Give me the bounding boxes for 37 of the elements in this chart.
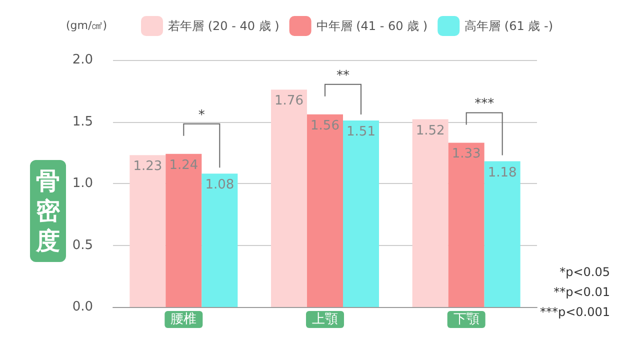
data-label: 1.18 — [488, 165, 517, 180]
data-label: 1.33 — [452, 146, 481, 162]
bar — [130, 155, 166, 307]
x-tick-label: 腰椎 — [170, 312, 197, 327]
y-axis-title: 骨密度 — [35, 167, 61, 255]
bar — [448, 142, 484, 307]
annotation: *** — [474, 96, 495, 112]
bar — [343, 120, 379, 307]
y-tick-label: 1.0 — [72, 176, 93, 191]
data-label: 1.76 — [274, 94, 304, 109]
x-tick-label: 上顎 — [312, 312, 338, 327]
legend-label: 若年層 (20 - 40 歳 ) — [168, 19, 280, 33]
text: ***p<0.001 — [540, 305, 610, 319]
text: *p<0.05 — [560, 265, 610, 279]
data-label: 1.24 — [169, 158, 198, 173]
legend-label: 中年層 (41 - 60 歳 ) — [316, 19, 428, 33]
annotation: * — [198, 108, 206, 123]
y-tick-label: 0.0 — [72, 300, 93, 314]
bar — [412, 119, 448, 307]
bar — [307, 114, 343, 307]
data-label: 1.56 — [310, 118, 340, 134]
bar — [202, 174, 238, 307]
data-label: 1.51 — [346, 124, 376, 140]
y-tick-label: 2.0 — [72, 52, 93, 68]
data-label: 1.08 — [205, 178, 234, 193]
y-tick-label: 1.5 — [72, 114, 93, 130]
legend-label: 高年層 (61 歳 -) — [464, 19, 554, 33]
annotation: ** — [336, 68, 350, 84]
bar — [166, 154, 202, 307]
text: (gm/㎠) — [66, 19, 107, 32]
bar — [484, 161, 520, 307]
data-label: 1.23 — [133, 159, 162, 174]
bar — [271, 90, 307, 307]
y-tick-label: 0.5 — [72, 238, 93, 253]
data-label: 1.52 — [416, 123, 445, 138]
x-tick-label: 下顎 — [453, 312, 480, 327]
text: **p<0.01 — [554, 285, 610, 299]
